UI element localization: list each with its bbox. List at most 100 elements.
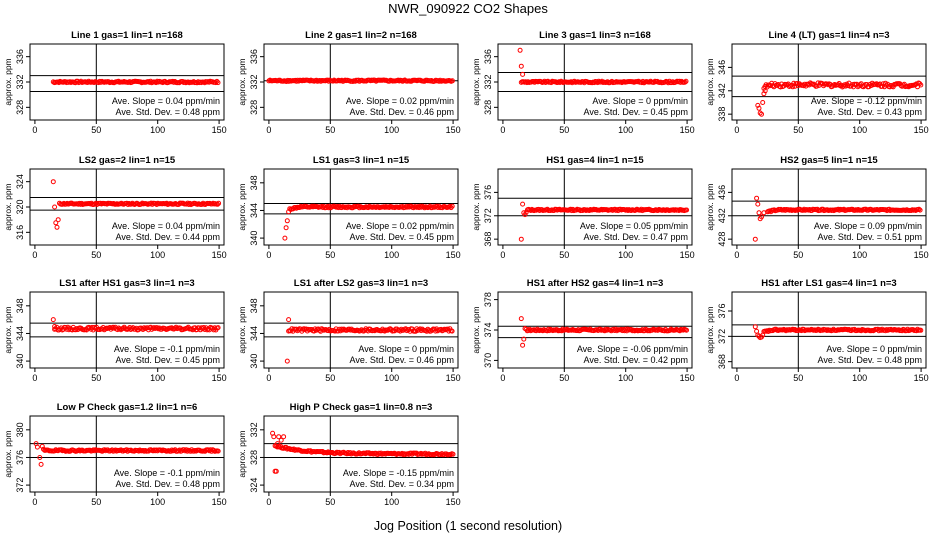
data-point	[282, 235, 288, 241]
data-point	[542, 78, 547, 84]
x-tick-label: 0	[32, 497, 37, 507]
x-tick-label: 0	[734, 373, 739, 383]
y-tick-label: 368	[483, 232, 493, 247]
data-point	[625, 326, 631, 332]
data-point	[284, 358, 290, 364]
data-point	[76, 447, 82, 453]
y-tick-label: 328	[15, 100, 25, 115]
data-point	[215, 80, 221, 86]
panel-title: Low P Check gas=1.2 lin=1 n=6	[57, 402, 198, 413]
data-point	[52, 448, 58, 454]
y-axis-label: approx. ppm	[705, 183, 715, 230]
y-tick-label: 348	[249, 298, 259, 313]
x-tick-label: 150	[914, 373, 929, 383]
data-point	[532, 79, 538, 85]
data-point	[591, 80, 597, 86]
data-point	[669, 80, 675, 86]
data-point	[603, 326, 609, 332]
data-point	[769, 80, 775, 86]
y-tick-label: 428	[717, 232, 727, 247]
slope-annotation: Ave. Slope = -0.06 ppm/min	[577, 344, 688, 354]
data-point	[284, 218, 290, 224]
data-point	[845, 83, 851, 89]
x-tick-label: 0	[266, 497, 271, 507]
data-point	[184, 448, 190, 454]
data-points	[266, 77, 455, 84]
slope-annotation: Ave. Slope = 0 ppm/min	[592, 96, 688, 106]
y-tick-label: 320	[15, 199, 25, 214]
y-axis-label: approx. ppm	[3, 58, 13, 105]
y-axis-label: approx. ppm	[705, 58, 715, 105]
y-tick-label: 316	[15, 225, 25, 240]
std-dev-annotation: Ave. Std. Dev. = 0.44 ppm	[116, 232, 220, 242]
x-tick-label: 50	[559, 373, 569, 383]
data-point	[138, 201, 144, 207]
slope-annotation: Ave. Slope = 0.09 ppm/min	[814, 221, 922, 231]
data-point	[520, 71, 526, 77]
data-point	[159, 326, 165, 332]
x-tick-label: 150	[914, 125, 929, 135]
x-tick-label: 100	[852, 125, 867, 135]
data-points	[752, 195, 923, 242]
x-tick-label: 100	[150, 497, 165, 507]
data-point	[521, 336, 527, 342]
slope-annotation: Ave. Slope = 0.04 ppm/min	[112, 221, 220, 231]
std-dev-annotation: Ave. Std. Dev. = 0.34 ppm	[350, 479, 454, 489]
data-point	[918, 82, 924, 88]
y-tick-label: 436	[717, 185, 727, 200]
x-tick-label: 0	[32, 373, 37, 383]
data-point	[278, 437, 284, 443]
panel-title: Line 4 (LT) gas=1 lin=4 n=3	[769, 30, 890, 41]
data-point	[273, 468, 279, 474]
y-axis-label: approx. ppm	[237, 58, 247, 105]
x-tick-label: 0	[266, 250, 271, 260]
data-point	[879, 83, 885, 89]
data-point	[546, 328, 552, 334]
data-point	[449, 203, 455, 209]
data-point	[216, 200, 222, 206]
y-tick-label: 328	[483, 100, 493, 115]
data-point	[286, 317, 292, 323]
data-points	[518, 201, 690, 242]
data-point	[355, 451, 361, 457]
y-tick-label: 372	[717, 329, 727, 344]
data-point	[682, 79, 688, 85]
data-point	[639, 80, 645, 86]
panel-10: LS1 after LS2 gas=3 lin=1 n=3 Ave. Slope …	[237, 278, 461, 383]
y-tick-label: 380	[15, 422, 25, 437]
data-points	[517, 47, 689, 86]
panel-4: Line 4 (LT) gas=1 lin=4 n=3 Ave. Slope = …	[705, 30, 929, 135]
data-point	[54, 224, 60, 230]
y-tick-label: 432	[717, 208, 727, 223]
data-point	[759, 214, 764, 220]
plot-frame	[29, 415, 225, 493]
x-tick-label: 150	[446, 125, 461, 135]
data-point	[684, 327, 689, 333]
y-axis-label: approx. ppm	[3, 183, 13, 230]
data-point	[320, 205, 326, 210]
x-tick-label: 50	[559, 250, 569, 260]
data-point	[755, 102, 761, 108]
data-points	[33, 441, 221, 467]
plot-frame	[731, 168, 927, 246]
x-tick-label: 0	[266, 373, 271, 383]
panel-6: LS1 gas=3 lin=1 n=15 Ave. Slope = 0.02 pp…	[237, 155, 461, 260]
plot-frame	[731, 291, 927, 369]
data-points	[50, 179, 222, 230]
y-tick-label: 376	[15, 450, 25, 465]
y-tick-label: 338	[717, 107, 727, 122]
y-tick-label: 346	[717, 60, 727, 75]
data-point	[801, 206, 807, 212]
panel-title: High P Check gas=1 lin=0.8 n=3	[290, 402, 433, 413]
data-point	[38, 461, 44, 467]
data-point	[901, 327, 907, 333]
data-point	[536, 206, 541, 212]
data-point	[325, 328, 331, 334]
std-dev-annotation: Ave. Std. Dev. = 0.51 ppm	[818, 232, 922, 242]
panel-title: LS1 after HS1 gas=3 lin=1 n=3	[59, 278, 194, 289]
data-point	[539, 207, 545, 213]
panel-3: Line 3 gas=1 lin=3 n=168 Ave. Slope = 0 p…	[471, 30, 695, 135]
data-point	[313, 77, 319, 83]
panel-title: Line 2 gas=1 lin=2 n=168	[305, 30, 417, 41]
y-tick-label: 336	[15, 49, 25, 64]
